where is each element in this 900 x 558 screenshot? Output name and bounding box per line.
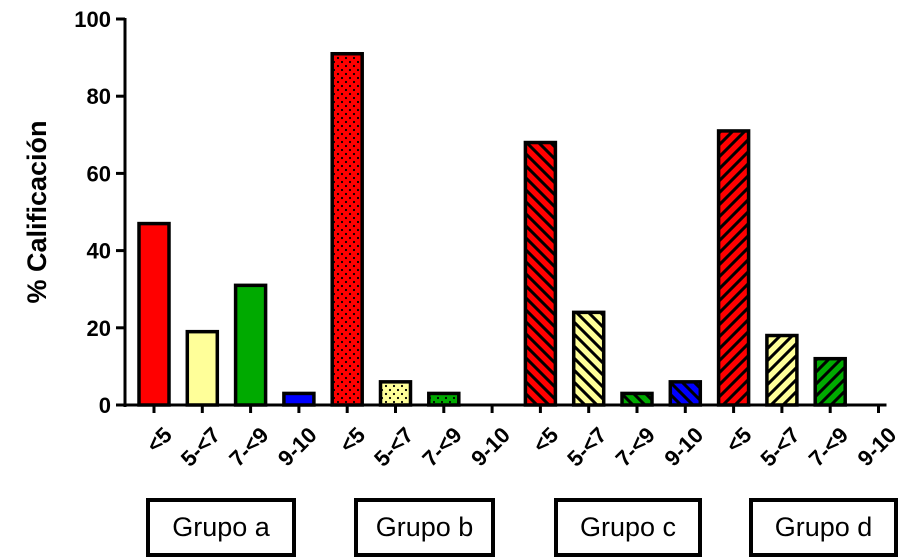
bar-pattern xyxy=(380,381,411,405)
x-tick-label: 9-10 xyxy=(273,422,322,471)
bar-pattern xyxy=(815,358,846,405)
bar-outline xyxy=(813,356,847,407)
x-tick-label: 5-<7 xyxy=(369,422,418,471)
bar-pattern xyxy=(573,312,604,405)
bar xyxy=(235,285,266,405)
bar-outline xyxy=(378,380,413,407)
bar-pattern xyxy=(332,53,363,406)
bar-outline xyxy=(716,129,751,407)
bar-pattern xyxy=(670,381,701,405)
x-tick-label: <5 xyxy=(721,422,756,457)
y-tick-label: 100 xyxy=(74,7,111,32)
x-tick-label: 9-10 xyxy=(659,422,708,471)
bar-outline xyxy=(668,380,703,407)
bar-outline xyxy=(137,221,171,407)
bar xyxy=(283,393,314,405)
x-tick-label: <5 xyxy=(528,422,563,457)
group-label: Grupo c xyxy=(580,512,676,542)
group-box xyxy=(146,498,296,557)
group-label: Grupo a xyxy=(172,512,271,542)
x-tick-label: <5 xyxy=(335,422,370,457)
group-labels: Grupo a Grupo b Grupo c Grupo d xyxy=(146,498,898,557)
bar-outline xyxy=(523,140,558,407)
group-box xyxy=(554,498,702,557)
bar-pattern xyxy=(428,393,459,405)
x-tick-label: 9-10 xyxy=(853,422,900,471)
x-tick-label: 7-<9 xyxy=(804,422,853,471)
bar-outline xyxy=(282,391,316,407)
x-tick-labels: <5 5-<7 7-<9 9-10 <5 5-<7 7-<9 9-10 <5 5-<7 7-<9 9-… xyxy=(141,422,900,471)
group-box xyxy=(749,498,898,557)
y-tick-label: 0 xyxy=(99,393,111,418)
bar-outline xyxy=(185,329,220,407)
bar-pattern xyxy=(622,393,652,405)
x-tick-label: 7-<9 xyxy=(224,422,273,471)
y-tick-label: 80 xyxy=(87,84,111,109)
y-tick-label: 60 xyxy=(87,161,111,186)
bar-pattern xyxy=(766,335,797,405)
bar-outline xyxy=(765,333,799,407)
y-tick-label: 40 xyxy=(87,239,111,264)
group-label: Grupo b xyxy=(376,512,474,542)
bar xyxy=(139,223,169,405)
bar-outline xyxy=(571,310,606,407)
y-axis-label: % Calificación xyxy=(22,120,52,303)
bars xyxy=(137,51,847,407)
x-tick-label: <5 xyxy=(141,422,176,457)
x-tick-label: 9-10 xyxy=(466,422,515,471)
x-tick-label: 5-<7 xyxy=(562,422,611,471)
bar xyxy=(187,331,218,405)
bar-outline xyxy=(330,51,364,407)
bar-pattern xyxy=(525,142,556,405)
bar-outline xyxy=(620,391,654,407)
y-tick-label: 20 xyxy=(87,316,111,341)
x-tick-label: 7-<9 xyxy=(611,422,660,471)
x-tick-label: 5-<7 xyxy=(176,422,225,471)
x-tick-label: 5-<7 xyxy=(755,422,804,471)
group-label: Grupo d xyxy=(775,512,873,542)
bar-pattern xyxy=(718,130,749,405)
group-box xyxy=(354,498,495,557)
axes: 0 20 40 60 80 100 xyxy=(74,7,887,418)
bar-outline xyxy=(427,391,461,407)
x-tick-label: 7-<9 xyxy=(417,422,466,471)
bar-outline xyxy=(233,283,268,407)
